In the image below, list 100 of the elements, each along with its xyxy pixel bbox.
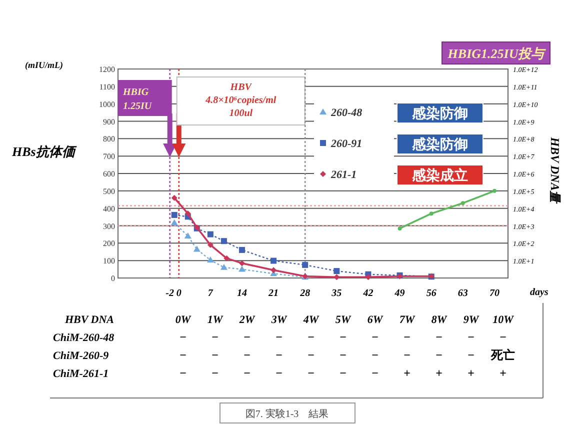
x-tick-label: 63 bbox=[458, 288, 468, 299]
text: − bbox=[276, 348, 282, 362]
point bbox=[492, 188, 496, 193]
x-tick-label: 14 bbox=[236, 288, 247, 299]
text: − bbox=[212, 366, 218, 380]
text: − bbox=[180, 366, 186, 380]
text: − bbox=[436, 348, 442, 362]
text: 死亡 bbox=[491, 348, 515, 362]
point bbox=[270, 258, 277, 264]
y-tick-label: 700 bbox=[103, 152, 115, 162]
text: − bbox=[372, 330, 378, 344]
point bbox=[207, 242, 214, 248]
text: − bbox=[340, 348, 346, 362]
y-tick-label: 0 bbox=[111, 274, 115, 283]
text: − bbox=[308, 348, 314, 362]
y-tick-label: ChiM-260-9 bbox=[53, 350, 110, 362]
y-tick-label: 500 bbox=[103, 186, 115, 196]
x-tick-label: 35 bbox=[330, 288, 342, 299]
y-tick-label: 1000 bbox=[99, 100, 115, 109]
y-tick-label: 100 bbox=[103, 256, 115, 266]
x-tick-label: 2W bbox=[238, 314, 256, 326]
y-axis-title: HBs抗体価 bbox=[11, 144, 77, 159]
legend-label: 260-48 bbox=[330, 107, 363, 119]
text: − bbox=[276, 366, 282, 380]
text: + bbox=[404, 366, 410, 380]
point bbox=[270, 267, 277, 274]
x-axis-title: days bbox=[530, 287, 548, 298]
x-tick-label: -2 bbox=[166, 288, 174, 299]
annotation: 感染防御 bbox=[411, 105, 468, 122]
point bbox=[238, 266, 246, 272]
text: − bbox=[244, 330, 250, 344]
text: − bbox=[468, 330, 474, 344]
legend-label: 260-91 bbox=[330, 138, 362, 150]
x-tick-label: 4W bbox=[302, 314, 320, 326]
text: − bbox=[468, 348, 474, 362]
x-tick-label: 3W bbox=[270, 314, 288, 326]
text: − bbox=[212, 330, 218, 344]
y2-axis-title: HBV DNA量 bbox=[548, 136, 562, 205]
text: − bbox=[180, 330, 186, 344]
y-tick-label: 300 bbox=[103, 222, 115, 231]
x-tick-label: 21 bbox=[268, 288, 279, 299]
point bbox=[184, 232, 192, 239]
annotation: 感染防御 bbox=[411, 136, 468, 153]
x-tick-label: 0W bbox=[175, 314, 192, 326]
text: − bbox=[244, 366, 250, 380]
point bbox=[206, 256, 214, 263]
y-tick-label: ChiM-260-48 bbox=[53, 332, 115, 344]
text: − bbox=[404, 330, 410, 344]
point bbox=[170, 219, 178, 226]
x-tick-label: 42 bbox=[362, 288, 374, 299]
point bbox=[238, 260, 245, 266]
chart-title: HBIG1.25IU投与 bbox=[446, 46, 546, 61]
annotation: 感染成立 bbox=[411, 167, 468, 184]
y-tick-label: 400 bbox=[103, 204, 115, 214]
x-tick-label: 6W bbox=[367, 314, 384, 326]
ref-line-label: HBV 4.8×10⁶copies/ml 100ul bbox=[204, 82, 276, 119]
text: + bbox=[500, 366, 506, 380]
text: − bbox=[308, 366, 314, 380]
point bbox=[460, 201, 465, 206]
x-tick-label: 10W bbox=[492, 314, 515, 326]
x-tick-label: 49 bbox=[394, 288, 405, 299]
text: − bbox=[500, 330, 506, 344]
legend-label: 261-1 bbox=[330, 169, 357, 181]
point bbox=[238, 246, 245, 253]
point bbox=[171, 212, 178, 218]
y-tick-label: 900 bbox=[103, 117, 115, 126]
point bbox=[207, 231, 214, 238]
text: − bbox=[276, 330, 282, 344]
point bbox=[398, 226, 402, 230]
x-tick-label: 9W bbox=[463, 314, 480, 326]
x-tick-label: 7W bbox=[399, 314, 416, 326]
chart-title: HBV DNA bbox=[64, 314, 114, 326]
point bbox=[171, 194, 178, 201]
point bbox=[193, 246, 200, 252]
y-tick-label: 800 bbox=[103, 134, 115, 144]
y-tick-label: 600 bbox=[103, 170, 115, 178]
text: − bbox=[244, 348, 250, 362]
text: − bbox=[436, 330, 442, 344]
x-tick-label: 70 bbox=[489, 288, 500, 299]
text: − bbox=[340, 330, 346, 344]
point bbox=[302, 262, 308, 268]
y-tick-label: ChiM-261-1 bbox=[53, 368, 109, 380]
point bbox=[220, 238, 227, 244]
x-tick-label: 1W bbox=[207, 314, 224, 326]
text: (mIU/mL) bbox=[25, 60, 63, 70]
point bbox=[334, 268, 340, 274]
ref-line-label: HBIG 1.25IU bbox=[122, 87, 152, 112]
text: + bbox=[436, 366, 442, 380]
x-tick-label: 8W bbox=[431, 314, 448, 326]
text: − bbox=[372, 348, 378, 362]
x-tick-label: 5W bbox=[335, 314, 352, 326]
text: − bbox=[308, 330, 314, 344]
text: − bbox=[212, 348, 218, 362]
point bbox=[184, 210, 191, 217]
text: − bbox=[404, 348, 410, 362]
y-tick-label: 1100 bbox=[99, 82, 115, 92]
text: + bbox=[468, 366, 474, 380]
x-tick-label: 56 bbox=[426, 288, 436, 299]
text: − bbox=[340, 366, 346, 380]
point bbox=[224, 255, 230, 262]
